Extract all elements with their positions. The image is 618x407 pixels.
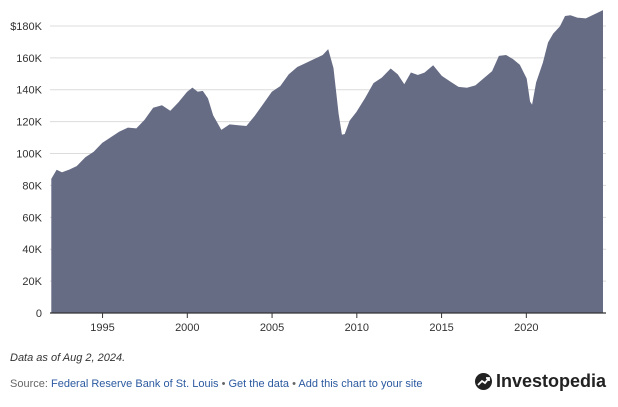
median-price-area	[51, 10, 604, 314]
x-tick-label: 2000	[175, 322, 199, 334]
source-link[interactable]: Federal Reserve Bank of St. Louis	[50, 378, 219, 390]
separator: •	[292, 378, 296, 390]
axes: 0 20K 40K 60K 80K 100K 120K 140K 160K $180K 1995 20…	[10, 21, 606, 334]
add-chart-link[interactable]: Add this chart to your site	[298, 378, 423, 390]
y-tick-label: 120K	[16, 117, 42, 129]
chart: 0 20K 40K 60K 80K 100K 120K 140K 160K $180K 1995 20…	[10, 10, 606, 334]
x-tick-label: 2020	[514, 322, 538, 334]
trend-arrow-icon	[474, 373, 492, 390]
y-tick-label: 160K	[16, 53, 42, 65]
separator: •	[221, 378, 226, 390]
y-tick-label: 60K	[22, 212, 42, 224]
x-tick-label: 2015	[429, 322, 453, 334]
source-line: Source: Federal Reserve Bank of St. Loui…	[10, 378, 423, 390]
y-tick-label: 100K	[16, 149, 42, 161]
x-tick-label: 1995	[90, 322, 114, 334]
data-date-note: Data as of Aug 2, 2024.	[10, 352, 126, 364]
brand-name: Investopedia	[495, 371, 606, 391]
y-tick-label: 140K	[16, 85, 42, 97]
y-tick-label: 40K	[22, 244, 42, 256]
y-tick-label: 0	[36, 308, 42, 320]
area-series	[51, 10, 604, 314]
x-tick-label: 2010	[345, 322, 369, 334]
investopedia-logo[interactable]: Investopedia	[474, 371, 606, 392]
get-data-link[interactable]: Get the data	[228, 378, 290, 390]
y-tick-label: 80K	[22, 180, 42, 192]
y-tick-label: $180K	[10, 21, 42, 33]
y-tick-label: 20K	[22, 276, 42, 288]
x-tick-label: 2005	[260, 322, 284, 334]
source-prefix: Source:	[10, 378, 48, 390]
